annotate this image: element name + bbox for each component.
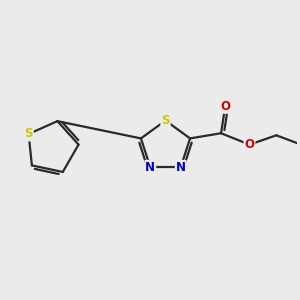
Text: S: S xyxy=(161,114,170,127)
Text: N: N xyxy=(145,161,155,174)
Text: S: S xyxy=(24,128,33,140)
Text: O: O xyxy=(220,100,230,113)
Text: N: N xyxy=(176,161,186,174)
Text: O: O xyxy=(244,138,254,151)
